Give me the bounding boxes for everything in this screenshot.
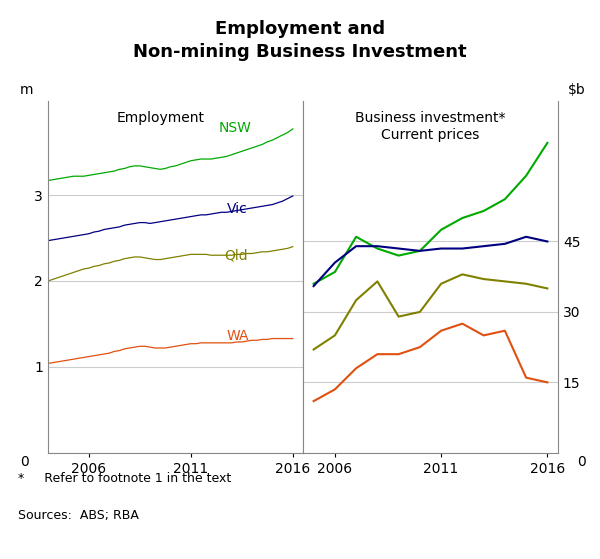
Text: 0: 0 (20, 454, 29, 468)
Text: m: m (20, 83, 34, 97)
Text: NSW: NSW (219, 121, 252, 135)
Text: Vic: Vic (227, 202, 247, 216)
Text: WA: WA (227, 329, 249, 343)
Text: 0: 0 (577, 454, 586, 468)
Text: Employment: Employment (116, 111, 204, 125)
Text: Sources:  ABS; RBA: Sources: ABS; RBA (18, 509, 139, 522)
Text: Business investment*
Current prices: Business investment* Current prices (355, 111, 506, 143)
Text: $b: $b (568, 83, 586, 97)
Text: *     Refer to footnote 1 in the text: * Refer to footnote 1 in the text (18, 472, 231, 485)
Text: Employment and
Non-mining Business Investment: Employment and Non-mining Business Inves… (133, 20, 467, 61)
Text: Qld: Qld (224, 248, 248, 262)
